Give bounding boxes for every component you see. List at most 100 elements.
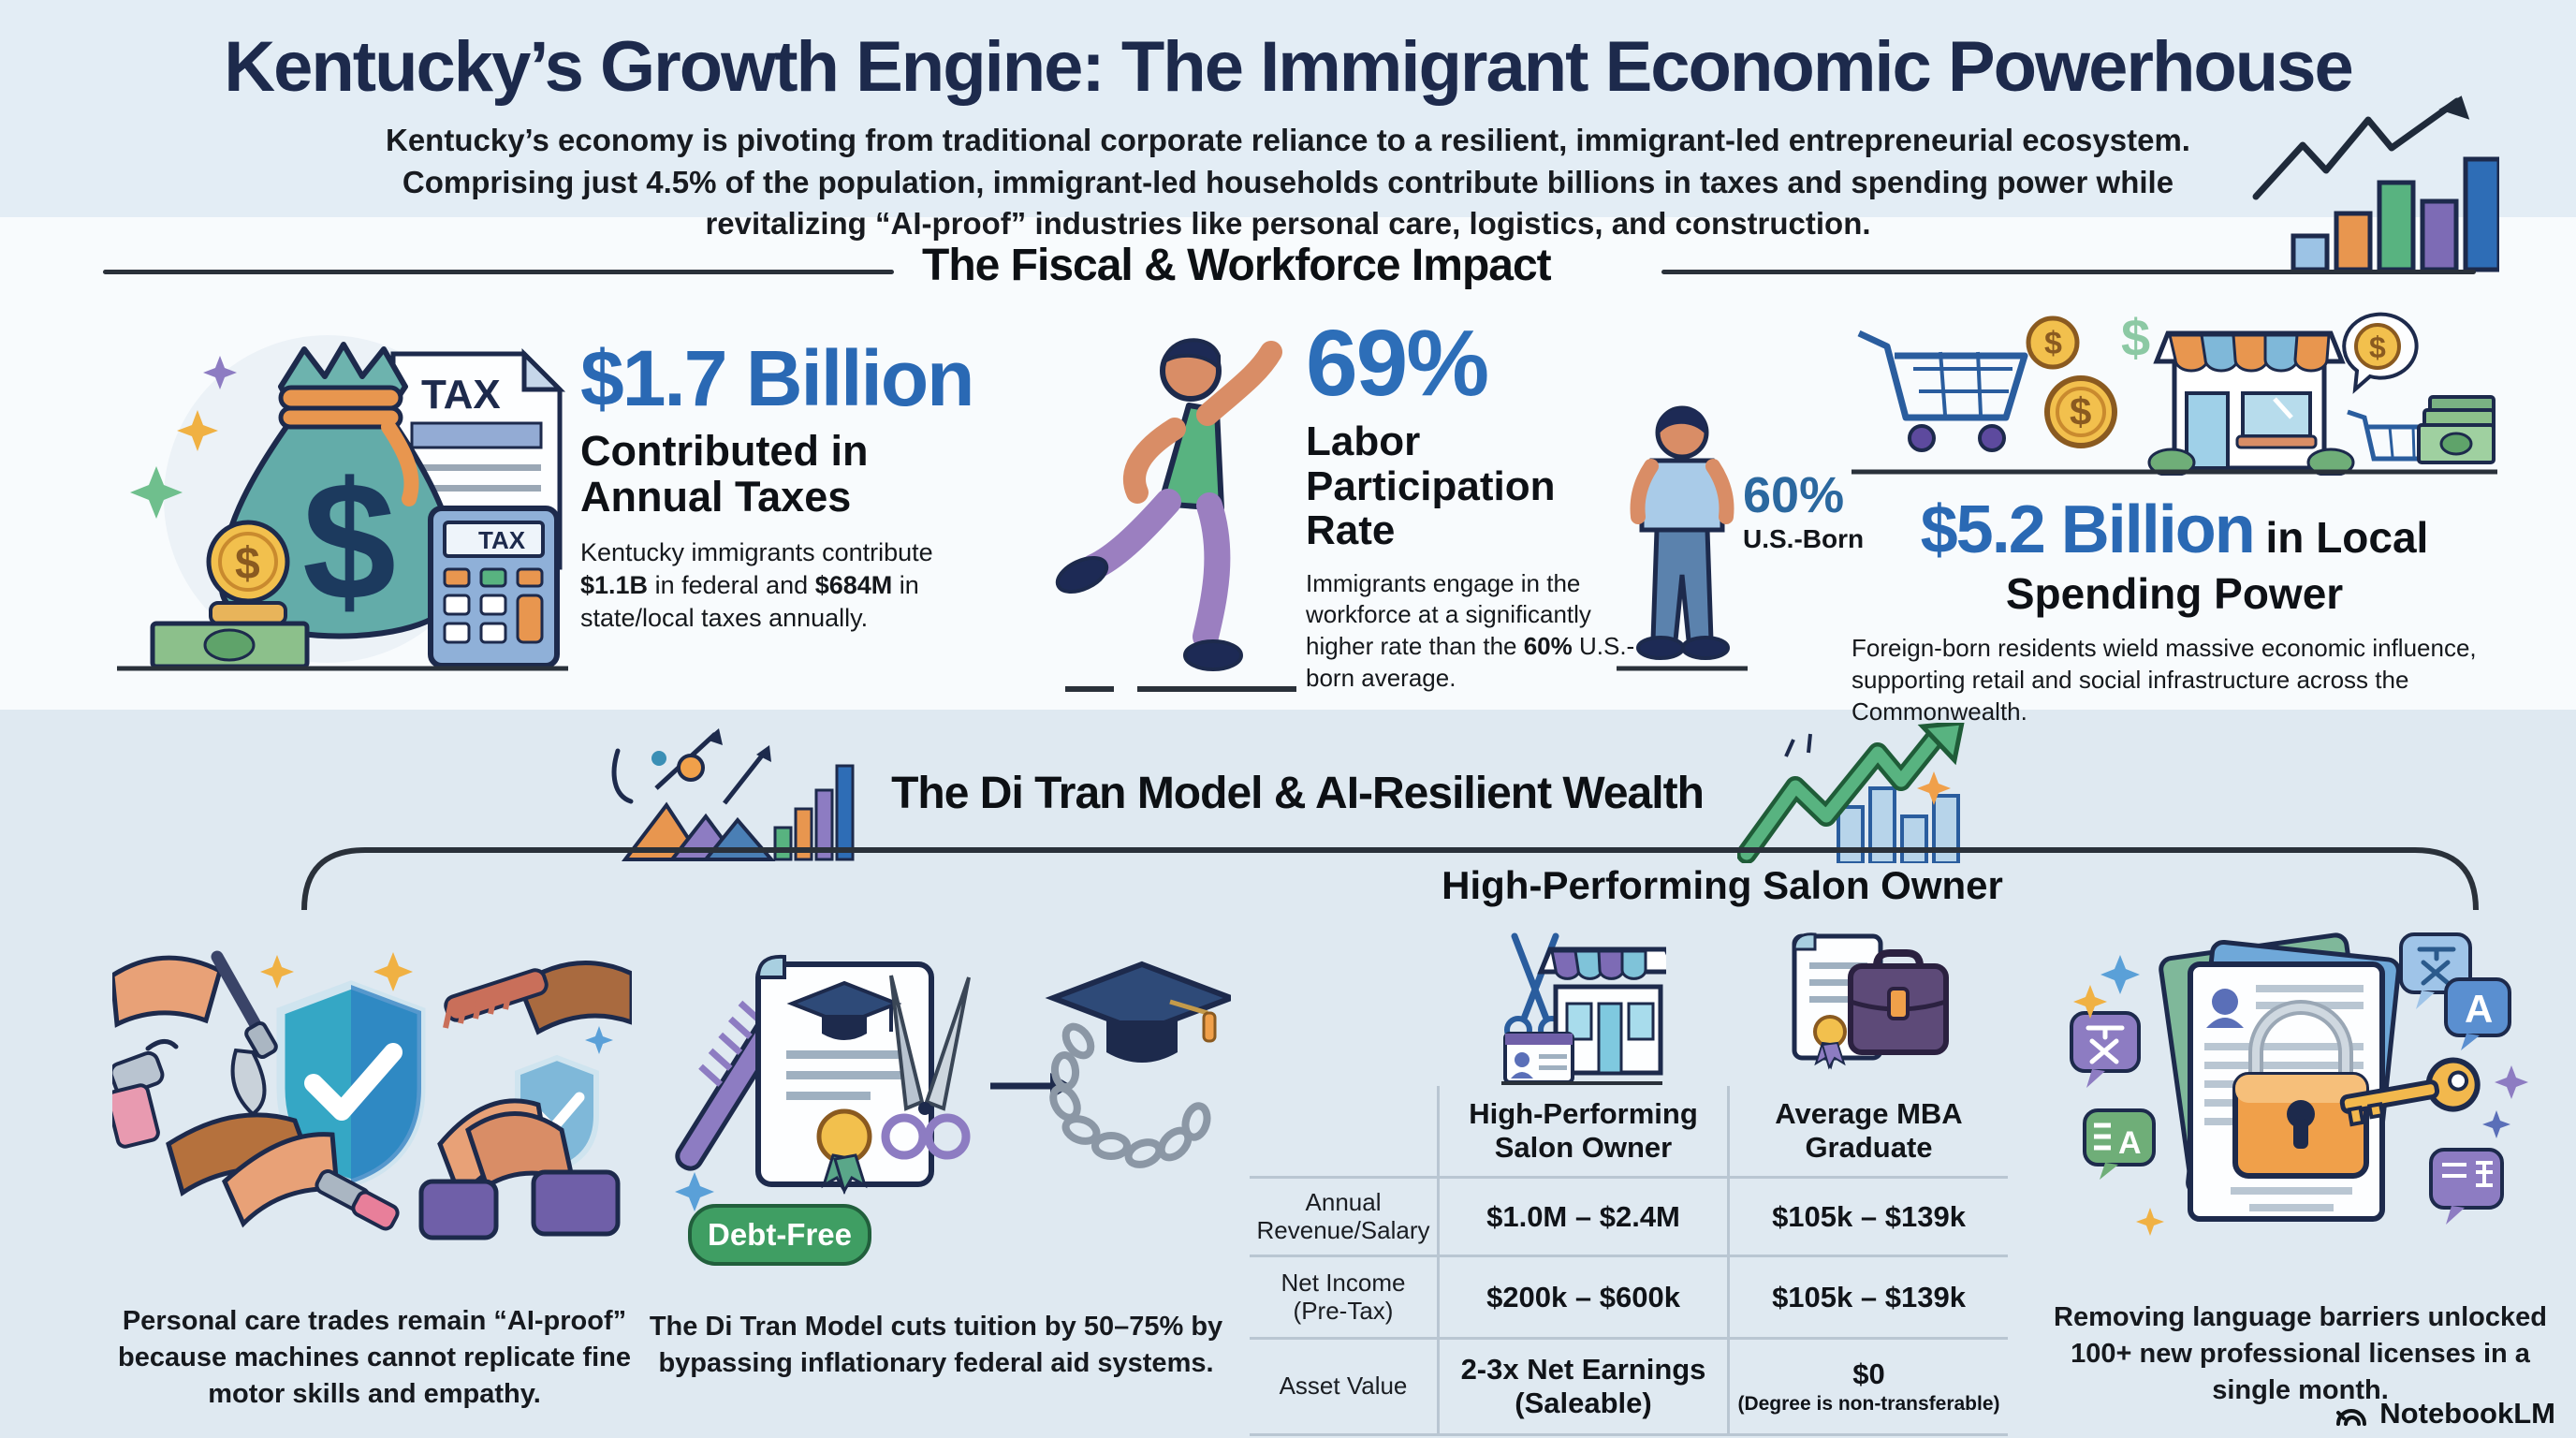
license-card-icon (1503, 1032, 1574, 1084)
labor-label: Labor Participation Rate (1306, 418, 1556, 554)
fiscal-rule-right (1661, 270, 2476, 274)
hand-brush-icon (112, 950, 278, 1117)
sparkle-icon (2482, 1110, 2510, 1138)
running-person-icon (1055, 338, 1296, 692)
coin-icon: $ (2044, 375, 2117, 448)
stat-taxes: $1.7 Billion Contributed in Annual Taxes… (580, 339, 1030, 635)
labor-body: Immigrants engage in the workforce at a … (1306, 568, 1635, 692)
growth-bars-arrow-icon (2252, 95, 2499, 272)
salon-comparison-title: High-Performing Salon Owner (1442, 863, 2003, 907)
analytics-chart-icon (611, 728, 855, 861)
briefcase-icon (1848, 949, 1949, 1055)
coin-icon: $ (2026, 315, 2080, 370)
sparkle-icon (373, 952, 413, 991)
svg-text:$: $ (2070, 389, 2091, 433)
stat-labor: 69% Labor Participation Rate Immigrants … (1306, 316, 1661, 695)
taxes-body: Kentucky immigrants contribute $1.1B in … (580, 538, 933, 633)
col-header-mba: Average MBA Graduate (1727, 1086, 2008, 1176)
language-bubble-lines-icon (2429, 1148, 2504, 1225)
brand-label: NotebookLM (2379, 1397, 2555, 1430)
sparkle-icon (2495, 1065, 2528, 1099)
table-cell: 2-3x Net Earnings (Saleable) (1437, 1337, 1727, 1436)
debt-free-education-icon (675, 954, 1231, 1211)
language-bubble-list-icon: A (2083, 1108, 2156, 1180)
spending-label: Spending Power (2005, 568, 2344, 618)
table-cell: $105k – $139k (1727, 1255, 2008, 1337)
grad-cap-small-icon (786, 980, 902, 1040)
top-band (0, 0, 2576, 217)
table-corner-cell (1250, 1086, 1437, 1176)
row-label: Net Income (Pre-Tax) (1250, 1255, 1437, 1337)
language-caption: Removing language barriers unlocked 100+… (2054, 1302, 2547, 1406)
sparkle-icon (2100, 955, 2140, 994)
usborn-comparison: 60% U.S.-Born (1743, 470, 1921, 554)
debt-free-badge: Debt-Free (688, 1204, 871, 1266)
usborn-label: U.S.-Born (1743, 524, 1865, 553)
spending-headline: $5.2 Billion in Local (1920, 492, 2429, 567)
table-cell: $105k – $139k (1727, 1176, 2008, 1255)
language-bubble-cjk-icon (2070, 1011, 2141, 1088)
calculator-icon: TAX (428, 506, 560, 668)
storefront-icon (2147, 330, 2355, 477)
svg-text:$: $ (235, 539, 260, 589)
taxes-value: $1.7 Billion (580, 334, 974, 422)
standing-person-icon (1617, 405, 1748, 671)
clapping-hands-icon (418, 1098, 621, 1240)
sparkle-icon (2073, 985, 2107, 1019)
salon-owner-icon (1501, 932, 1666, 1085)
table-cell: $0 (Degree is non-transferable) (1727, 1337, 2008, 1436)
chained-grad-cap-icon (1045, 961, 1231, 1168)
sparkle-icon (675, 1172, 714, 1211)
notebooklm-brand: NotebookLM (2334, 1397, 2555, 1431)
page-subtitle: Kentucky’s economy is pivoting from trad… (386, 123, 2190, 242)
manicure-hands-icon (112, 1039, 400, 1231)
dollar-glyph: $ (2121, 308, 2150, 367)
sparkle-icon (260, 955, 294, 989)
bottom-band (0, 710, 2576, 1438)
shopping-cart-icon (1857, 330, 2028, 452)
model-section-header: The Di Tran Model & AI-Resilient Wealth (0, 723, 2576, 863)
labor-value: 69% (1306, 311, 1489, 416)
comparison-table: High-Performing Salon Owner Average MBA Gr… (1250, 1086, 2008, 1436)
svg-text:TAX: TAX (478, 526, 526, 554)
mba-graduate-icon (1792, 932, 1949, 1070)
fiscal-rule-left (103, 270, 894, 274)
svg-text:TAX: TAX (421, 372, 501, 418)
scissors-icon (881, 975, 971, 1160)
language-bubble-a-icon: A (2444, 977, 2511, 1050)
cash-bill-icon (150, 621, 310, 669)
cash-stack-icon (2417, 395, 2496, 464)
sparkle-icon (177, 410, 218, 451)
row-label: Asset Value (1250, 1337, 1437, 1436)
row-label: Annual Revenue/Salary (1250, 1176, 1437, 1255)
coin-icon: $ (206, 520, 290, 625)
col-header-salon: High-Performing Salon Owner (1437, 1086, 1727, 1176)
hand-comb-icon (443, 960, 632, 1035)
padlock-icon (2232, 1000, 2369, 1179)
sparkle-icon (585, 1026, 613, 1054)
table-cell: $1.0M – $2.4M (1437, 1176, 1727, 1255)
notebooklm-logo-icon (2336, 1409, 2367, 1426)
language-bubble-cjk2-icon (2399, 932, 2472, 1009)
dollar-speech-bubble-icon: $ (2342, 312, 2419, 394)
key-icon (2339, 1057, 2481, 1127)
sparkle-icon (2136, 1208, 2164, 1236)
svg-text:A: A (2118, 1125, 2142, 1161)
ai-proof-caption: Personal care trades remain “AI-proof” b… (118, 1306, 631, 1410)
debt-free-caption: The Di Tran Model cuts tuition by 50–75%… (649, 1312, 1223, 1379)
svg-text:$: $ (302, 448, 396, 636)
spending-power-icon: $ $ $ (1852, 308, 2497, 477)
fiscal-heading: The Fiscal & Workforce Impact (922, 241, 1552, 290)
stat-spending: $ $ $ (1852, 307, 2497, 728)
language-unlock-icon: A A (2070, 932, 2528, 1236)
table-cell: $200k – $600k (1437, 1255, 1727, 1337)
page-title: Kentucky’s Growth Engine: The Immigrant … (224, 27, 2354, 107)
section-bracket-divider (301, 847, 2479, 911)
svg-text:$: $ (2369, 330, 2386, 364)
sparkle-icon (130, 466, 183, 519)
usborn-value: 60% (1743, 467, 1845, 523)
svg-text:$: $ (2044, 326, 2062, 361)
money-bag-tax-icon: TAX $ TAX (117, 335, 568, 671)
sparkle-icon (203, 356, 237, 389)
